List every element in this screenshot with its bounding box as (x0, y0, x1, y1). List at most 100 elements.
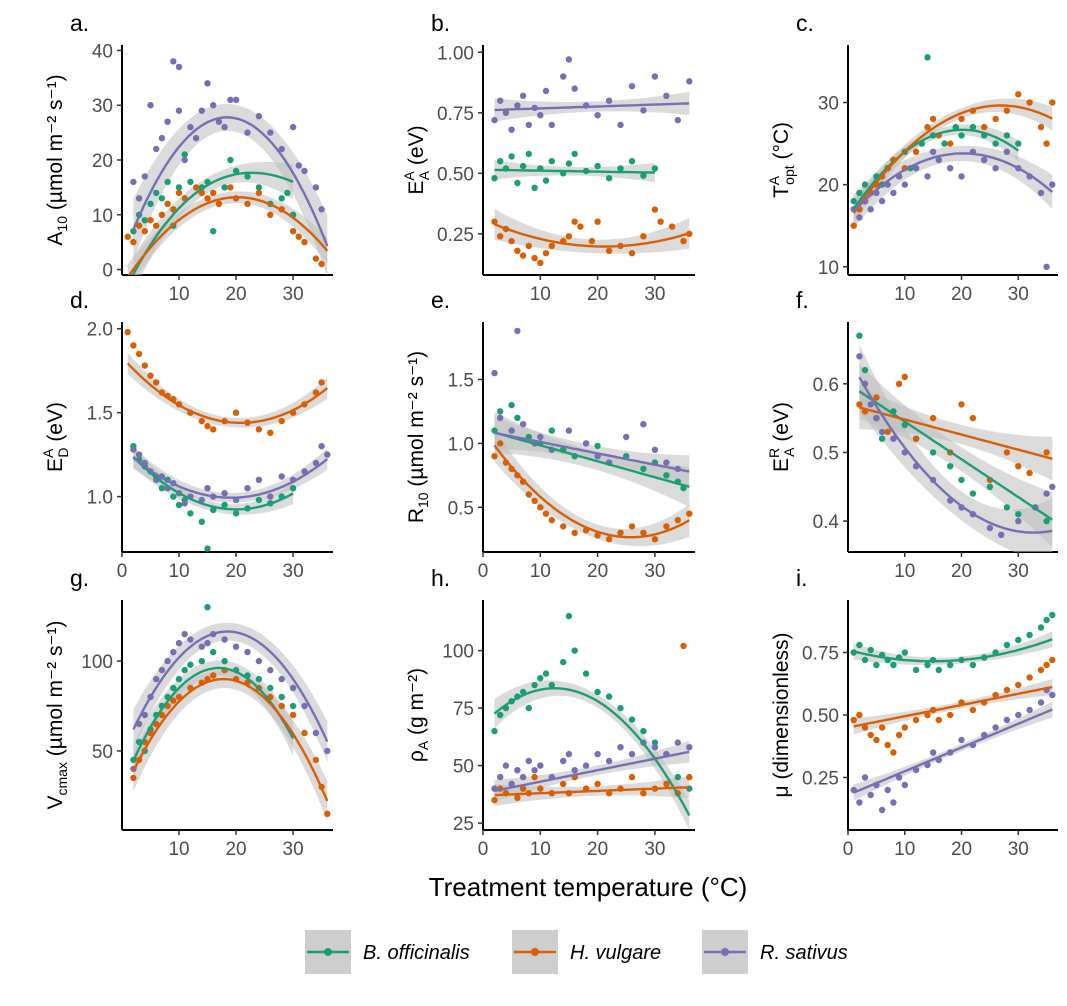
panel-b-point-r-sativus (560, 73, 567, 80)
panel-a-point-b-officinalis (187, 178, 194, 186)
panel-d-xtick-label: 20 (225, 561, 246, 582)
panel-g-point-h-vulgare (210, 672, 217, 679)
panel-d-point-b-officinalis (210, 506, 217, 514)
panel-e-point-b-officinalis (594, 442, 601, 450)
panel-d-point-h-vulgare (141, 362, 148, 369)
panel-h-point-b-officinalis (617, 704, 624, 712)
panel-c-point-b-officinalis (924, 54, 931, 61)
panel-i-plot-area (850, 611, 1056, 814)
panel-i-point-b-officinalis (912, 666, 920, 674)
panel-a-point-b-officinalis (181, 151, 188, 158)
panel-d-xtick-label: 0 (117, 561, 128, 582)
panel-c-point-r-sativus (924, 173, 931, 180)
panel-c-point-r-sativus (856, 214, 863, 221)
panel-b-point-h-vulgare (680, 237, 687, 245)
panel-f-fit-r-sativus (858, 376, 1053, 534)
panel-h-point-b-officinalis (674, 773, 681, 781)
panel-g-xtick-label: 20 (225, 839, 246, 860)
panel-d: d. EAD (eV) 1.0 1.5 2.0 0 10 20 30 (40, 287, 333, 582)
panel-h-point-b-officinalis (628, 716, 636, 723)
panel-c-point-r-sativus (981, 156, 988, 164)
panel-e-xtick-label: 0 (478, 561, 489, 582)
panel-b-point-r-sativus (674, 116, 681, 124)
panel-h-point-b-officinalis (560, 658, 567, 666)
panel-e-fit-b-officinalis (494, 431, 690, 488)
panel-a-band-b-officinalis (133, 161, 294, 275)
panel-f-point-h-vulgare (901, 373, 908, 381)
panel-b-point-b-officinalis (514, 179, 521, 187)
panel-a-y-title: A10 (µmol m⁻² s⁻¹) (44, 74, 70, 245)
panel-a-point-r-sativus (175, 63, 183, 71)
panel-g-label: g. (70, 565, 89, 591)
panel-a-point-h-vulgare (244, 200, 251, 207)
panel-f-point-r-sativus (878, 428, 886, 436)
panel-f-point-h-vulgare (969, 414, 977, 422)
panel-g-point-b-officinalis (170, 684, 177, 692)
panel-a-point-h-vulgare (318, 260, 325, 268)
panel-b-point-h-vulgare (525, 242, 532, 250)
panel-a-point-h-vulgare (164, 200, 171, 207)
panel-b-point-h-vulgare (651, 206, 659, 213)
panel-f-point-r-sativus (986, 524, 994, 532)
panel-b-point-h-vulgare (514, 247, 521, 254)
panel-i-point-h-vulgare (895, 731, 903, 739)
panel-c-point-b-officinalis (850, 197, 857, 205)
panel-a-point-h-vulgare (147, 217, 154, 224)
panel-c-point-r-sativus (958, 173, 965, 180)
panel-a-point-r-sativus (244, 129, 251, 136)
panel-i-point-r-sativus (878, 806, 886, 814)
panel-h-point-h-vulgare (560, 780, 567, 788)
panel-h-point-r-sativus (617, 744, 624, 751)
panel-g-ytick-label: 100 (81, 652, 113, 673)
panel-c-point-h-vulgare (947, 140, 954, 147)
panel-b-point-r-sativus (519, 92, 527, 100)
panel-g-xtick-label: 10 (168, 839, 189, 860)
panel-g-point-r-sativus (267, 666, 274, 674)
panel-c-point-h-vulgare (1026, 99, 1033, 106)
panel-h-point-h-vulgare (686, 773, 693, 781)
panel-f-point-h-vulgare (873, 394, 880, 401)
panel-a-point-b-officinalis (147, 200, 154, 207)
panel-d-label: d. (70, 287, 89, 313)
panel-a-point-r-sativus (147, 102, 154, 109)
panel-g-point-r-sativus (164, 657, 171, 665)
panel-c-xtick-label: 10 (894, 284, 915, 305)
panel-c-point-r-sativus (1003, 148, 1011, 155)
panel-g-point-r-sativus (244, 648, 251, 656)
panel-b-point-r-sativus (640, 107, 647, 114)
panel-a-point-b-officinalis (153, 189, 160, 197)
panel-a-point-b-officinalis (175, 184, 183, 191)
panel-d-point-r-sativus (221, 490, 228, 497)
panel-b-point-r-sativus (594, 112, 601, 119)
panel-d-point-h-vulgare (232, 409, 240, 416)
panel-e-point-r-sativus (565, 427, 573, 434)
panel-i-point-h-vulgare (1043, 661, 1050, 669)
panel-e-point-r-sativus (508, 427, 515, 434)
panel-b-band-h-vulgare (494, 208, 690, 254)
panel-d-point-r-sativus (135, 451, 143, 458)
panel-f-point-r-sativus (867, 401, 874, 408)
panel-g-point-h-vulgare (278, 702, 285, 710)
panel-e-label: e. (431, 287, 450, 313)
panel-c-point-h-vulgare (929, 115, 937, 123)
panel-g-point-r-sativus (175, 639, 183, 647)
legend-key-r-sativus (702, 930, 748, 974)
panel-f-point-h-vulgare (912, 435, 920, 442)
panel-i-point-h-vulgare (890, 749, 897, 756)
panel-c-point-r-sativus (935, 156, 942, 164)
panel-i-point-b-officinalis (1015, 636, 1022, 644)
panel-h-point-r-sativus (502, 762, 510, 769)
panel-d-y-title: EAD (eV) (40, 402, 71, 472)
panel-f-point-b-officinalis (1043, 517, 1050, 525)
panel-h: h. ρA (g m⁻²) 25 50 75 100 0 10 20 30 (405, 565, 695, 860)
panel-g-point-b-officinalis (278, 693, 285, 701)
legend-label-r-sativus: R. sativus (760, 942, 848, 964)
panel-d-point-h-vulgare (204, 422, 211, 430)
panel-e-point-h-vulgare (542, 510, 550, 517)
panel-b-ytick-label: 0.75 (437, 104, 474, 125)
panel-c-point-b-officinalis (992, 140, 999, 147)
panel-a-point-r-sativus (181, 156, 188, 164)
panel-h-point-h-vulgare (491, 796, 498, 804)
panel-a-point-r-sativus (255, 113, 263, 120)
panel-h-point-h-vulgare (514, 794, 521, 801)
